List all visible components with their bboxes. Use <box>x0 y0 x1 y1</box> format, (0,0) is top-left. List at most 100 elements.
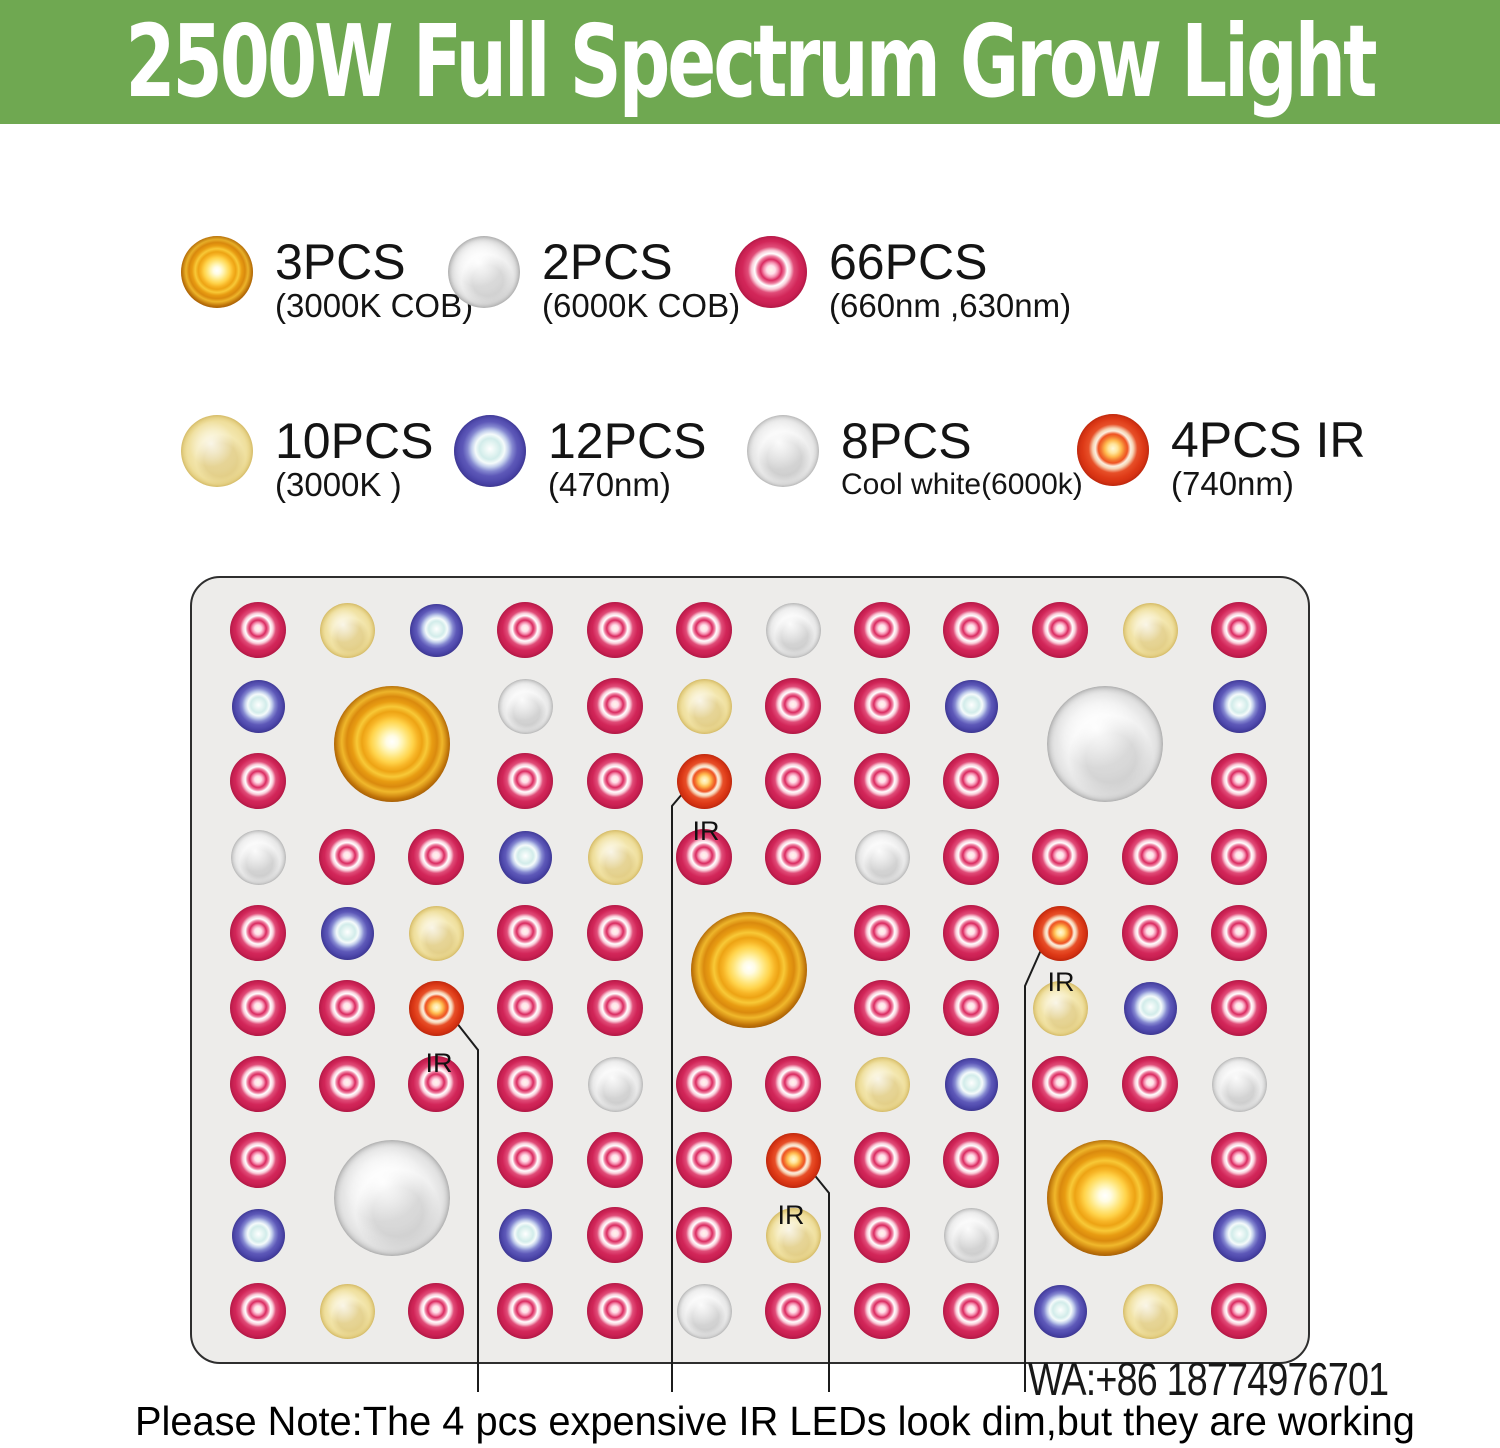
led-red-660nm <box>854 1132 910 1188</box>
led-red-660nm <box>1211 980 1267 1036</box>
legend-count: 3PCS <box>275 234 406 290</box>
led-red-660nm <box>765 753 821 809</box>
led-red-660nm <box>497 980 553 1036</box>
whatsapp-contact: WA:+86 18774976701 <box>1028 1353 1389 1405</box>
led-red-660nm <box>587 1132 643 1188</box>
led-red-660nm <box>1122 829 1178 885</box>
led-red-660nm <box>1122 1056 1178 1112</box>
led-red-660nm <box>497 1132 553 1188</box>
led-coolwhite-6000k <box>230 829 286 885</box>
ir-label: IR <box>692 816 720 846</box>
legend-count: 2PCS <box>542 234 673 290</box>
legend-count: 8PCS <box>841 413 972 469</box>
legend-count: 10PCS <box>275 413 434 469</box>
led-ir-740nm <box>676 753 732 809</box>
led-red-660nm <box>765 1283 821 1339</box>
led-red-660nm <box>676 829 732 885</box>
note-text: Please Note:The 4 pcs expensive IR LEDs … <box>135 1398 1415 1444</box>
legend-item-red-660nm: 66PCS (660nm ,630nm) <box>735 236 1071 324</box>
led-warm-3000k <box>319 602 375 658</box>
led-red-660nm <box>854 1283 910 1339</box>
led-blue-470nm <box>944 1057 998 1111</box>
led-warm-3000k <box>587 829 643 885</box>
led-blue-470nm <box>944 679 998 733</box>
led-red-660nm <box>408 829 464 885</box>
legend-item-coolwhite-6000k: 8PCS Cool white(6000k) <box>747 415 1083 503</box>
led-warm-3000k <box>765 1207 821 1263</box>
legend-count: 4PCS IR <box>1171 412 1366 468</box>
led-red-660nm <box>230 753 286 809</box>
cool-white-led-icon <box>747 415 819 487</box>
led-coolwhite-6000k <box>943 1207 999 1263</box>
led-coolwhite-6000k <box>587 1056 643 1112</box>
led-warm-3000k <box>854 1056 910 1112</box>
led-red-660nm <box>676 602 732 658</box>
led-red-660nm <box>765 829 821 885</box>
cob-3000k <box>334 686 450 802</box>
led-red-660nm <box>587 678 643 734</box>
led-red-660nm <box>587 1207 643 1263</box>
led-coolwhite-6000k <box>676 1283 732 1339</box>
header-banner: 2500W Full Spectrum Grow Light <box>0 0 1500 124</box>
legend-item-warm-3000k: 10PCS (3000K ) <box>181 415 433 503</box>
led-red-660nm <box>1211 602 1267 658</box>
led-red-660nm <box>230 602 286 658</box>
led-blue-470nm <box>320 906 374 960</box>
led-blue-470nm <box>409 603 463 657</box>
led-red-660nm <box>943 1283 999 1339</box>
led-red-660nm <box>497 905 553 961</box>
ir-label: IR <box>777 1200 805 1230</box>
led-red-660nm <box>497 602 553 658</box>
led-red-660nm <box>943 602 999 658</box>
cob-6000k <box>334 1140 450 1256</box>
led-red-660nm <box>497 1283 553 1339</box>
led-red-660nm <box>854 1207 910 1263</box>
led-red-660nm <box>1032 602 1088 658</box>
led-red-660nm <box>319 980 375 1036</box>
led-blue-470nm <box>1212 1208 1266 1262</box>
blue-led-icon <box>454 415 526 487</box>
cob-3000k <box>691 912 807 1028</box>
led-red-660nm <box>587 602 643 658</box>
led-warm-3000k <box>408 905 464 961</box>
led-red-660nm <box>1211 905 1267 961</box>
led-red-660nm <box>854 753 910 809</box>
led-red-660nm <box>587 1283 643 1339</box>
warm-white-led-icon <box>181 415 253 487</box>
led-warm-3000k <box>1122 1283 1178 1339</box>
led-blue-470nm <box>1212 679 1266 733</box>
led-red-660nm <box>1211 1132 1267 1188</box>
led-red-660nm <box>230 1283 286 1339</box>
led-red-660nm <box>1032 1056 1088 1112</box>
led-red-660nm <box>943 753 999 809</box>
led-ir-740nm <box>765 1132 821 1188</box>
red-led-icon <box>735 236 807 308</box>
led-red-660nm <box>1211 829 1267 885</box>
led-red-660nm <box>319 1056 375 1112</box>
legend-detail: (660nm ,630nm) <box>829 287 1072 324</box>
led-red-660nm <box>854 980 910 1036</box>
cob-6000k <box>1047 686 1163 802</box>
silver-cob-led-icon <box>448 236 520 308</box>
led-red-660nm <box>230 905 286 961</box>
legend-count: 12PCS <box>548 413 707 469</box>
ir-label: IR <box>1047 967 1075 997</box>
led-blue-470nm <box>1123 981 1177 1035</box>
led-red-660nm <box>765 1056 821 1112</box>
led-red-660nm <box>230 1132 286 1188</box>
led-red-660nm <box>765 678 821 734</box>
legend-item-blue-470nm: 12PCS (470nm) <box>454 415 706 503</box>
ir-led-icon <box>1077 414 1149 486</box>
led-red-660nm <box>943 829 999 885</box>
legend-item-ir-740nm: 4PCS IR (740nm) <box>1077 414 1366 502</box>
gold-cob-led-icon <box>181 236 253 308</box>
led-red-660nm <box>943 905 999 961</box>
led-red-660nm <box>676 1132 732 1188</box>
led-red-660nm <box>943 980 999 1036</box>
led-warm-3000k <box>319 1283 375 1339</box>
ir-label: IR <box>425 1048 453 1078</box>
led-red-660nm <box>587 905 643 961</box>
led-blue-470nm <box>231 679 285 733</box>
legend-detail: (470nm) <box>548 466 671 503</box>
